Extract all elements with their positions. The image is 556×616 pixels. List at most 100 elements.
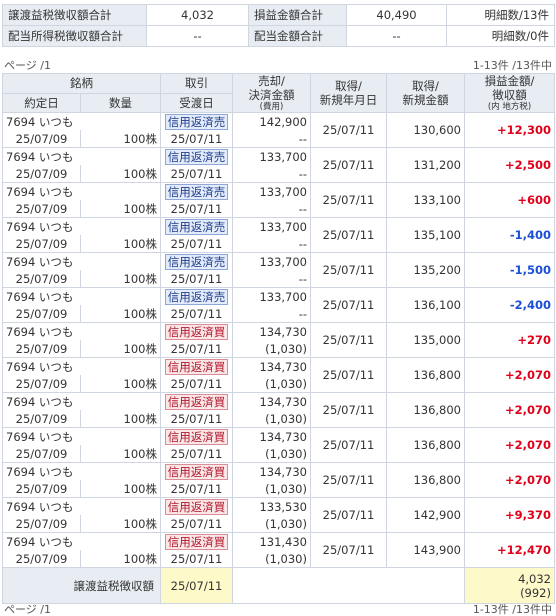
profit-loss: +9,370 <box>464 497 555 533</box>
stock-name: 7694 いつも <box>2 182 161 200</box>
pl-total-value: 40,490 <box>346 4 447 26</box>
stock-name: 7694 いつも <box>2 322 161 340</box>
header-acq-date-line1: 取得/ <box>335 79 362 93</box>
footer-transfer-tax-label: 譲渡益税徴収額 <box>2 567 161 604</box>
fee: (1,030) <box>232 445 311 463</box>
profit-loss: +12,300 <box>464 112 555 148</box>
sale-amount: 133,700 <box>232 252 311 270</box>
fee: -- <box>232 235 311 253</box>
trade-type-cell: 信用返済売 <box>160 287 233 305</box>
trade-type-badge: 信用返済買 <box>164 463 229 480</box>
pl-total-label: 損益金額合計 <box>248 4 347 26</box>
quantity: 100株 <box>80 445 161 463</box>
sale-amount: 133,700 <box>232 287 311 305</box>
trade-type-badge: 信用返済売 <box>164 148 229 165</box>
profit-loss: -2,400 <box>464 287 555 323</box>
acquisition-date: 25/07/11 <box>310 532 387 568</box>
profit-loss: +2,070 <box>464 357 555 393</box>
trade-type-badge: 信用返済買 <box>164 393 229 410</box>
stock-name: 7694 いつも <box>2 497 161 515</box>
footer-tax-value: 4,032 (992) <box>464 567 555 604</box>
contract-date: 25/07/09 <box>2 550 81 568</box>
contract-date: 25/07/09 <box>2 200 81 218</box>
delivery-date: 25/07/11 <box>160 200 233 218</box>
acquisition-date: 25/07/11 <box>310 462 387 498</box>
sale-amount: 133,530 <box>232 497 311 515</box>
header-pl-local-tax: (内 地方税) <box>487 102 532 112</box>
stock-name: 7694 いつも <box>2 112 161 130</box>
fee: -- <box>232 200 311 218</box>
stock-name: 7694 いつも <box>2 147 161 165</box>
profit-loss: +12,470 <box>464 532 555 568</box>
stock-name: 7694 いつも <box>2 252 161 270</box>
profit-loss: -1,500 <box>464 252 555 288</box>
quantity: 100株 <box>80 375 161 393</box>
delivery-date: 25/07/11 <box>160 445 233 463</box>
stock-name: 7694 いつも <box>2 217 161 235</box>
fee: (1,030) <box>232 410 311 428</box>
table-row: 7694 いつも 信用返済売 133,700 25/07/11 133,100 +600 <box>2 182 555 218</box>
header-pl: 損益金額/ 徴収額 (内 地方税) <box>464 73 555 113</box>
acquisition-amount: 142,900 <box>386 497 465 533</box>
sale-amount: 134,730 <box>232 392 311 410</box>
header-acq-date: 取得/ 新規年月日 <box>310 73 387 113</box>
table-row-detail: 25/07/09 100株 25/07/11 -- <box>2 270 555 288</box>
header-contract-date: 約定日 <box>2 92 81 113</box>
summary-table: 譲渡益税徴収額合計 4,032 損益金額合計 40,490 明細数/13件 配当… <box>2 4 555 47</box>
contract-date: 25/07/09 <box>2 165 81 183</box>
table-row: 7694 いつも 信用返済売 142,900 25/07/11 130,600 +12,3… <box>2 112 555 148</box>
quantity: 100株 <box>80 270 161 288</box>
acquisition-amount: 136,800 <box>386 357 465 393</box>
acquisition-date: 25/07/11 <box>310 182 387 218</box>
profit-loss: +2,500 <box>464 147 555 183</box>
fee: -- <box>232 270 311 288</box>
delivery-date: 25/07/11 <box>160 235 233 253</box>
sale-amount: 134,730 <box>232 322 311 340</box>
dividend-tax-total-label: 配当所得税徴収額合計 <box>2 25 147 47</box>
quantity: 100株 <box>80 550 161 568</box>
acquisition-amount: 133,100 <box>386 182 465 218</box>
acquisition-date: 25/07/11 <box>310 357 387 393</box>
table-row-detail: 25/07/09 100株 25/07/11 (1,030) <box>2 410 555 428</box>
stock-name: 7694 いつも <box>2 462 161 480</box>
table-row-detail: 25/07/09 100株 25/07/11 -- <box>2 305 555 323</box>
table-row-detail: 25/07/09 100株 25/07/11 (1,030) <box>2 480 555 498</box>
acquisition-amount: 136,800 <box>386 427 465 463</box>
header-delivery-date: 受渡日 <box>160 92 233 113</box>
trade-type-cell: 信用返済売 <box>160 252 233 270</box>
trade-type-badge: 信用返済売 <box>164 253 229 270</box>
table-row-detail: 25/07/09 100株 25/07/11 (1,030) <box>2 340 555 358</box>
header-acq-amount-line1: 取得/ <box>412 79 439 93</box>
table-row-detail: 25/07/09 100株 25/07/11 -- <box>2 165 555 183</box>
stock-name: 7694 いつも <box>2 427 161 445</box>
trade-type-badge: 信用返済売 <box>164 113 229 130</box>
delivery-date: 25/07/11 <box>160 515 233 533</box>
stock-name: 7694 いつも <box>2 357 161 375</box>
sale-amount: 134,730 <box>232 427 311 445</box>
header-sale-amount: 売却/ 決済金額 (費用) <box>232 73 311 113</box>
table-row: 7694 いつも 信用返済買 134,730 25/07/11 136,800 +2,07… <box>2 392 555 428</box>
acquisition-amount: 131,200 <box>386 147 465 183</box>
table-row: 7694 いつも 信用返済買 134,730 25/07/11 136,800 +2,07… <box>2 462 555 498</box>
fee: (1,030) <box>232 375 311 393</box>
acquisition-date: 25/07/11 <box>310 497 387 533</box>
fee: (1,030) <box>232 550 311 568</box>
trade-type-cell: 信用返済売 <box>160 217 233 235</box>
header-acq-amount-line2: 新規金額 <box>402 93 449 107</box>
sale-amount: 133,700 <box>232 217 311 235</box>
pager-top: ページ /1 1-13件 /13件中 <box>2 57 554 72</box>
transfer-tax-total-label: 譲渡益税徴収額合計 <box>2 4 147 26</box>
quantity: 100株 <box>80 130 161 148</box>
profit-loss: +2,070 <box>464 392 555 428</box>
header-sale-amount-line2: 決済金額 <box>248 88 295 102</box>
acquisition-amount: 135,200 <box>386 252 465 288</box>
trade-type-badge: 信用返済買 <box>164 428 229 445</box>
header-sale-amount-line1: 売却/ <box>258 74 285 89</box>
contract-date: 25/07/09 <box>2 515 81 533</box>
profit-loss: +600 <box>464 182 555 218</box>
footer-tax: 4,032 <box>518 571 551 586</box>
quantity: 100株 <box>80 235 161 253</box>
trade-type-cell: 信用返済買 <box>160 462 233 480</box>
delivery-date: 25/07/11 <box>160 165 233 183</box>
acquisition-date: 25/07/11 <box>310 322 387 358</box>
